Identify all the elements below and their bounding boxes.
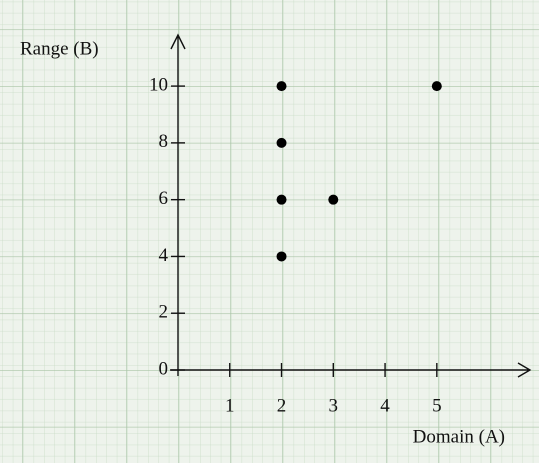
y-tick-label: 8	[159, 131, 169, 152]
point	[276, 251, 287, 262]
y-tick-label: 4	[159, 245, 169, 266]
point	[276, 81, 287, 92]
y-tick-label: 10	[149, 74, 168, 95]
x-tick-label: 3	[329, 395, 339, 416]
x-tick-label: 1	[225, 395, 235, 416]
y-axis	[170, 33, 186, 376]
x-axis-label: Domain (A)	[413, 426, 505, 447]
x-tick-label: 5	[432, 395, 442, 416]
point	[276, 137, 287, 148]
y-tick-label: 0	[159, 358, 169, 379]
point	[328, 194, 339, 205]
y-tick-label: 2	[159, 302, 169, 323]
y-axis-label: Range (B)	[20, 38, 99, 59]
y-tick-label: 6	[159, 188, 169, 209]
point	[276, 194, 287, 205]
point	[431, 81, 442, 92]
x-tick-label: 2	[277, 395, 287, 416]
x-tick-label: 4	[380, 395, 390, 416]
